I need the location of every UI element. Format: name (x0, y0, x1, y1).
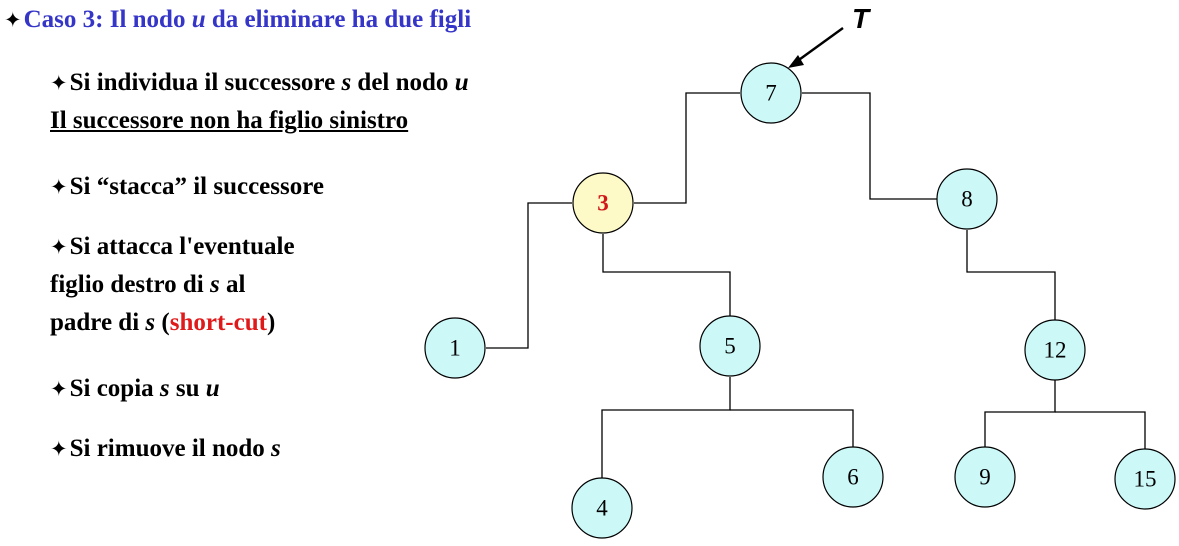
node-12: 12 (1024, 319, 1086, 381)
bullet-copy: ✦Si copia s su u (50, 375, 220, 402)
svg-text:6: 6 (847, 465, 859, 490)
svg-text:5: 5 (724, 334, 736, 359)
bullet-star-icon: ✦ (50, 71, 68, 95)
node-6: 6 (822, 446, 884, 508)
edge-3-5 (602, 234, 731, 316)
bullet-find-successor: ✦Si individua il successore s del nodo u… (50, 69, 469, 134)
svg-text:12: 12 (1044, 338, 1067, 363)
root-pointer-arrow (795, 27, 844, 63)
bullet-remove: ✦Si rimuove il nodo s (50, 435, 281, 462)
edge-7-8 (802, 92, 937, 200)
svg-text:9: 9 (979, 465, 991, 490)
edge-5-4 (601, 377, 731, 478)
svg-text:3: 3 (597, 191, 609, 216)
node-4: 4 (571, 477, 633, 539)
root-pointer-label: T (852, 3, 872, 34)
edge-12-15 (1055, 411, 1146, 449)
arrow-head-icon (788, 55, 804, 68)
bullet-star-icon: ✦ (50, 437, 68, 461)
bullet-star-icon: ✦ (50, 175, 68, 199)
edge-7-3 (634, 92, 740, 204)
node-7: 7 (740, 62, 802, 124)
node-5: 5 (699, 315, 761, 377)
slide-heading: ✦Caso 3: Il nodo u da eliminare ha due f… (4, 6, 471, 34)
node-8: 8 (936, 168, 998, 230)
edge-12-9 (984, 380, 1056, 447)
svg-text:7: 7 (765, 81, 777, 106)
bullet-star-icon: ✦ (50, 377, 68, 401)
edge-3-1 (486, 202, 572, 349)
svg-text:15: 15 (1134, 467, 1157, 492)
node-9: 9 (954, 446, 1016, 508)
bullet-attach-child: ✦Si attacca l'eventuale figlio destro di… (50, 233, 295, 336)
bullet-star-icon: ✦ (4, 8, 22, 32)
svg-text:8: 8 (961, 187, 973, 212)
bullet-detach-successor: ✦Si “stacca” il successore (50, 173, 324, 200)
edge-5-6 (730, 409, 854, 447)
node-3: 3 (572, 172, 634, 234)
heading-text: Caso 3: Il nodo (23, 6, 192, 33)
bullet-star-icon: ✦ (50, 235, 68, 259)
heading-text-end: da eliminare ha due figli (205, 6, 472, 33)
edge-8-12 (966, 230, 1056, 320)
shortcut-label: short-cut (169, 309, 267, 336)
svg-text:4: 4 (596, 496, 608, 521)
svg-text:1: 1 (449, 336, 461, 361)
successor-note: Il successore non ha figlio sinistro (50, 107, 409, 134)
node-1: 1 (424, 317, 486, 379)
heading-var: u (191, 6, 206, 33)
node-15: 15 (1114, 448, 1176, 510)
